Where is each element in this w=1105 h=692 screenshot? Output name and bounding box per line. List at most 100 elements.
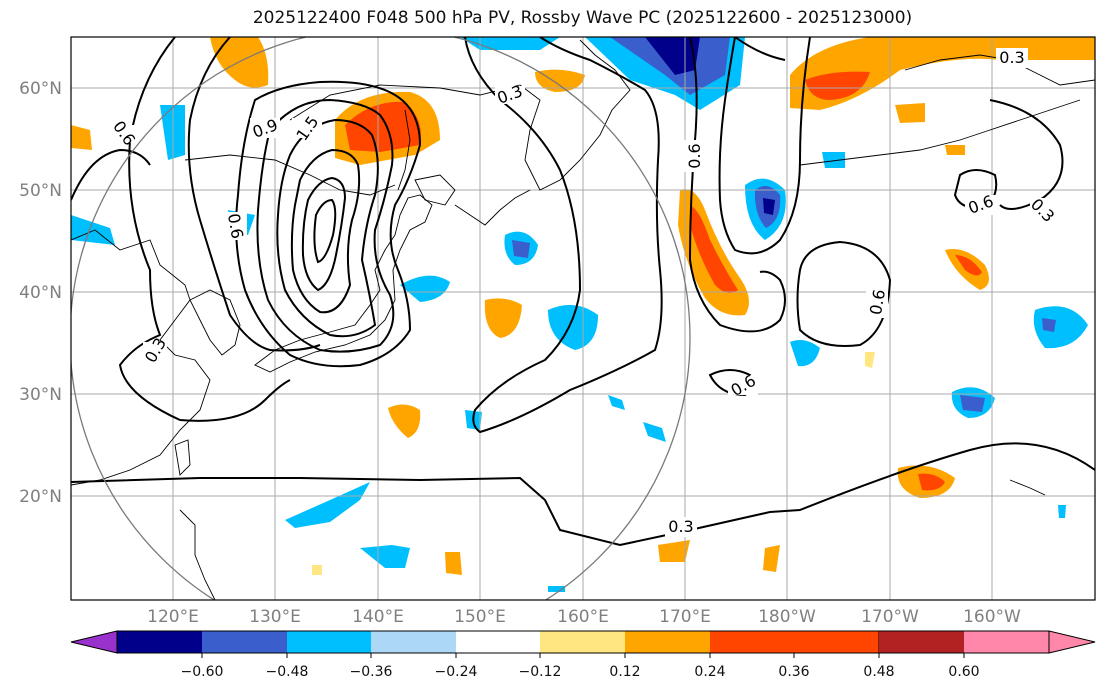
contour-1.5 xyxy=(276,118,379,338)
lon-label: 180°W xyxy=(758,607,816,627)
coast-russia-far-east xyxy=(184,154,396,196)
colorbar-segment xyxy=(794,631,879,653)
neg-anomaly xyxy=(643,422,666,442)
lon-label: 130°E xyxy=(249,607,301,627)
colorbar-ticks xyxy=(201,653,965,658)
grid-lines xyxy=(71,37,1095,600)
map-area xyxy=(71,37,1095,600)
coast-hokkaido xyxy=(414,174,456,206)
colorbar-tick-label: 0.48 xyxy=(863,664,894,680)
neg-anomaly-core xyxy=(960,395,985,412)
coast-philippines xyxy=(179,509,216,600)
colorbar-tick-label: −0.24 xyxy=(435,664,478,680)
contour-0.6 xyxy=(71,148,151,201)
colorbar-tick-labels: −0.60 −0.48 −0.36 −0.24 −0.12 0.12 0.24 … xyxy=(181,664,980,680)
pos-anomaly xyxy=(945,145,965,155)
lon-label: 170°E xyxy=(659,607,711,627)
lon-labels: 120°E 130°E 140°E 150°E 160°E 170°E 180°… xyxy=(147,607,1021,627)
contour-0.9 xyxy=(235,80,422,368)
lon-label: 140°E xyxy=(352,607,404,627)
colorbar-tick-label: −0.60 xyxy=(181,664,224,680)
colorbar: −0.60 −0.48 −0.36 −0.24 −0.12 0.12 0.24 … xyxy=(70,630,1096,680)
colorbar-tick-label: 0.60 xyxy=(948,664,979,680)
colorbar-frame xyxy=(116,630,1050,654)
pos-anomaly xyxy=(763,545,780,572)
neg-anomaly xyxy=(548,305,598,350)
coast-aleutians xyxy=(799,99,1081,166)
contour-label: 0.6 xyxy=(109,117,139,149)
colorbar-tick-label: −0.36 xyxy=(350,664,393,680)
pos-anomaly xyxy=(865,352,875,368)
projection-circle xyxy=(71,37,691,600)
colorbar-segment xyxy=(371,631,456,653)
contour-0.3 xyxy=(71,442,1095,547)
coast-hawaii xyxy=(1009,479,1046,496)
map-frame xyxy=(70,36,1096,601)
pos-anomaly xyxy=(445,552,462,575)
lat-label: 50°N xyxy=(19,181,62,201)
neg-anomaly xyxy=(790,340,820,367)
pv-contours xyxy=(71,37,1095,547)
neg-anomaly xyxy=(400,275,450,302)
contour-2.1 xyxy=(301,176,347,292)
contour-0.3 xyxy=(464,37,663,434)
colorbar-tick-label: 0.12 xyxy=(609,664,640,680)
figure-title: 2025122400 F048 500 hPa PV, Rossby Wave … xyxy=(252,8,913,28)
lon-label: 120°E xyxy=(147,607,199,627)
coast-sakhalin xyxy=(397,109,411,191)
contour-2.4 xyxy=(313,198,337,264)
pos-anomaly xyxy=(658,540,690,562)
neg-anomaly xyxy=(285,482,370,528)
pos-anomaly xyxy=(71,125,92,150)
colorbar-segment xyxy=(287,631,371,653)
coast-kuril-islands xyxy=(454,189,531,226)
neg-anomaly xyxy=(608,395,625,410)
neg-anomaly xyxy=(1033,306,1088,349)
colorbar-extend-min xyxy=(70,630,118,654)
pos-anomaly xyxy=(388,404,421,438)
contour-label: 0.3 xyxy=(668,517,693,536)
pos-anomaly-core xyxy=(955,255,982,276)
coast-taiwan xyxy=(174,439,191,476)
lon-label: 150°E xyxy=(454,607,506,627)
colorbar-segment xyxy=(710,631,794,653)
contour-0.6 xyxy=(734,37,786,61)
lon-label: 160°E xyxy=(557,607,609,627)
contour-label: 0.6 xyxy=(866,288,889,316)
coastlines xyxy=(71,39,1095,600)
contour-1.8 xyxy=(290,148,361,314)
colorbar-segment xyxy=(540,631,625,653)
colorbar-tick-label: 0.24 xyxy=(694,664,725,680)
contour-0.6 xyxy=(187,37,321,352)
lon-label: 160°W xyxy=(963,607,1021,627)
colorbar-segment xyxy=(456,631,540,653)
neg-anomaly xyxy=(1058,505,1066,518)
lat-label: 30°N xyxy=(19,385,62,405)
shaded-field xyxy=(71,37,1095,592)
pos-anomaly-core xyxy=(918,473,945,491)
coast-okhotsk xyxy=(289,84,521,121)
contour-0.6 xyxy=(688,37,786,333)
colorbar-segment xyxy=(117,631,202,653)
colorbar-segment xyxy=(879,631,964,653)
colorbar-tick-label: −0.12 xyxy=(519,664,562,680)
contour-0.3 xyxy=(989,99,1064,210)
pos-anomaly-core xyxy=(805,71,870,100)
contour-0.6 xyxy=(796,240,892,347)
colorbar-tick-label: 0.36 xyxy=(778,664,809,680)
contour-label: 0.3 xyxy=(999,48,1024,67)
contour-label: 0.3 xyxy=(141,334,170,366)
pos-anomaly xyxy=(895,103,925,123)
contour-1.2 xyxy=(256,98,395,353)
pos-anomaly xyxy=(484,298,522,338)
pos-anomaly xyxy=(312,565,322,575)
contour-0.3 xyxy=(718,37,811,255)
lat-label: 40°N xyxy=(19,283,62,303)
pos-anomaly-core xyxy=(345,101,421,152)
neg-anomaly-core xyxy=(1042,318,1056,332)
coast-korea xyxy=(189,289,241,356)
neg-anomaly-core xyxy=(512,240,530,258)
colorbar-segment xyxy=(625,631,710,653)
neg-anomaly-max xyxy=(645,37,700,75)
